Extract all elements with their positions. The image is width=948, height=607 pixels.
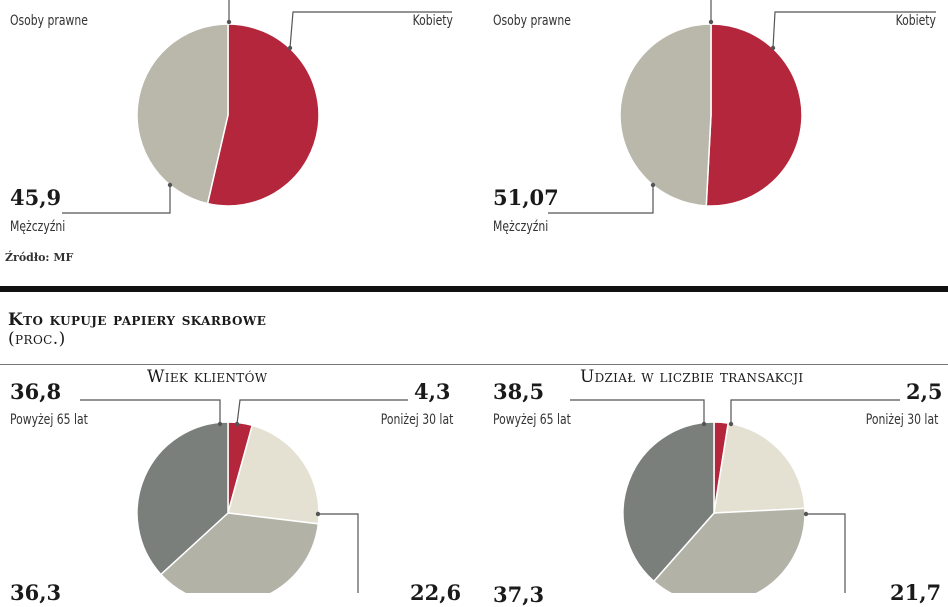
pies-canvas bbox=[62, 0, 936, 593]
label-kobiety: Kobiety bbox=[412, 13, 453, 29]
label-mezczyzni: Mężczyźni bbox=[493, 219, 549, 235]
value-mezczyzni: 45,9 bbox=[10, 185, 62, 210]
slice-powyzej-65 bbox=[622, 421, 715, 583]
slice-kobiety bbox=[206, 23, 320, 207]
title-rule bbox=[0, 364, 948, 365]
leader-30-49-dot bbox=[803, 511, 809, 517]
leader-mezczyzni-dot bbox=[650, 182, 656, 188]
leader-kobiety-dot bbox=[287, 45, 293, 51]
leader-ponizej-30-dot bbox=[728, 421, 734, 427]
leader-powyzej-65-dot bbox=[217, 421, 223, 427]
leader-30-49 bbox=[318, 513, 359, 593]
leader-mezczyzni-dot bbox=[167, 182, 173, 188]
leader-powyzej-65 bbox=[80, 399, 221, 424]
label-osoby-prawne: Osoby prawne bbox=[493, 13, 571, 29]
label-kobiety: Kobiety bbox=[895, 13, 936, 29]
slice-50-65 bbox=[652, 507, 806, 593]
leader-30-49-dot bbox=[315, 511, 321, 517]
leader-kobiety bbox=[772, 11, 936, 49]
label-osoby-prawne: Osoby prawne bbox=[10, 13, 88, 29]
value-powyzej-65: 38,5 bbox=[493, 379, 545, 404]
source-note: Źródło: MF bbox=[5, 251, 74, 264]
leader-kobiety bbox=[289, 11, 452, 49]
leader-osoby-prawne-dot bbox=[226, 19, 232, 25]
leader-osoby-prawne-dot bbox=[708, 19, 714, 25]
value-ponizej-30: 4,3 bbox=[414, 379, 451, 404]
leader-powyzej-65-dot bbox=[701, 421, 707, 427]
leader-ponizej-30 bbox=[730, 399, 900, 424]
slice-powyzej-65 bbox=[136, 421, 229, 576]
slice-30-49 bbox=[713, 422, 806, 514]
section-title: Kto kupuje papiery skarbowe (proc.) bbox=[8, 311, 266, 349]
value-powyzej-65: 36,8 bbox=[10, 379, 62, 404]
section-title-line2: (proc.) bbox=[8, 329, 66, 349]
leader-mezczyzni bbox=[62, 185, 171, 214]
label-powyzej-65: Powyżej 65 lat bbox=[10, 412, 88, 428]
label-powyzej-65: Powyżej 65 lat bbox=[493, 412, 571, 428]
chart-title: Wiek klientów bbox=[147, 367, 268, 387]
chart-title: Udział w liczbie transakcji bbox=[580, 367, 804, 387]
slice-mezczyzni bbox=[619, 23, 712, 207]
leader-powyzej-65 bbox=[570, 399, 705, 424]
leader-ponizej-30-dot bbox=[234, 421, 240, 427]
leader-ponizej-30 bbox=[236, 399, 408, 425]
label-mezczyzni: Mężczyźni bbox=[10, 219, 66, 235]
slice-mezczyzni bbox=[136, 23, 229, 205]
value-mezczyzni: 51,07 bbox=[493, 185, 559, 210]
slice-kobiety bbox=[705, 23, 803, 207]
leader-30-49 bbox=[806, 513, 846, 593]
value-ponizej-30: 2,5 bbox=[906, 379, 943, 404]
leader-mezczyzni bbox=[548, 185, 654, 214]
label-ponizej-30: Poniżej 30 lat bbox=[865, 412, 938, 428]
label-ponizej-30: Poniżej 30 lat bbox=[380, 412, 453, 428]
section-title-line1: Kto kupuje papiery skarbowe bbox=[8, 310, 267, 330]
section-divider bbox=[0, 286, 948, 292]
slice-50-65 bbox=[159, 512, 320, 593]
leader-kobiety-dot bbox=[770, 45, 776, 51]
